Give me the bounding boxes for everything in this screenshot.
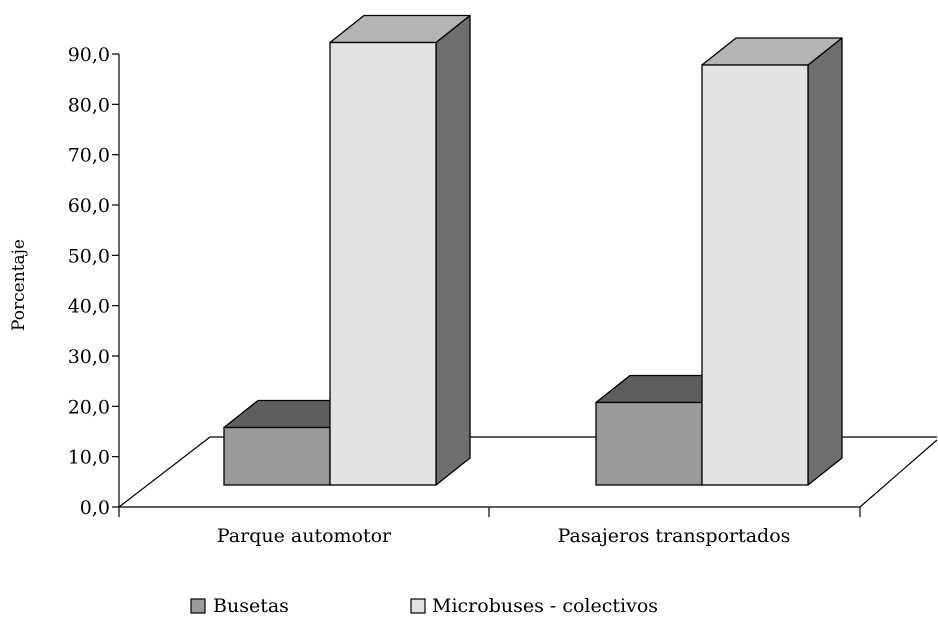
y-tick-label: 60,0 (68, 195, 110, 217)
bar-microbuses (329, 14, 471, 486)
y-tick-label: 0,0 (80, 497, 110, 519)
bar-front (701, 64, 809, 486)
y-tick-label: 90,0 (68, 44, 110, 66)
y-tick-label: 50,0 (68, 245, 110, 267)
y-tick-label: 10,0 (68, 447, 110, 469)
y-axis: 0,0 10,0 20,0 30,0 40,0 50,0 60,0 70,0 80,0 90,0 (68, 44, 120, 519)
bar-front (329, 41, 437, 486)
legend-swatch-busetas (190, 598, 206, 614)
y-tick-label: 20,0 (68, 396, 110, 418)
bar-front (223, 426, 331, 486)
y-tick-label: 70,0 (68, 145, 110, 167)
category-label: Parque automotor (217, 525, 392, 547)
y-axis-title: Porcentaje (9, 239, 29, 331)
bar-microbuses (701, 37, 843, 486)
legend-swatch-microbuses (410, 598, 426, 614)
bar-front (595, 401, 703, 486)
legend-label-busetas: Busetas (213, 595, 289, 617)
legend: Busetas Microbuses - colectivos (190, 595, 658, 617)
legend-item-microbuses: Microbuses - colectivos (410, 595, 658, 617)
bar-side (807, 37, 843, 486)
x-axis: Parque automotor Pasajeros transportados (118, 507, 861, 547)
legend-label-microbuses: Microbuses - colectivos (432, 595, 658, 617)
y-tick-label: 30,0 (68, 346, 110, 368)
y-tick-label: 80,0 (68, 94, 110, 116)
y-tick-label: 40,0 (68, 296, 110, 318)
legend-item-busetas: Busetas (190, 595, 289, 617)
bars (223, 14, 843, 486)
bar-side (435, 14, 471, 486)
category-label: Pasajeros transportados (558, 525, 791, 547)
